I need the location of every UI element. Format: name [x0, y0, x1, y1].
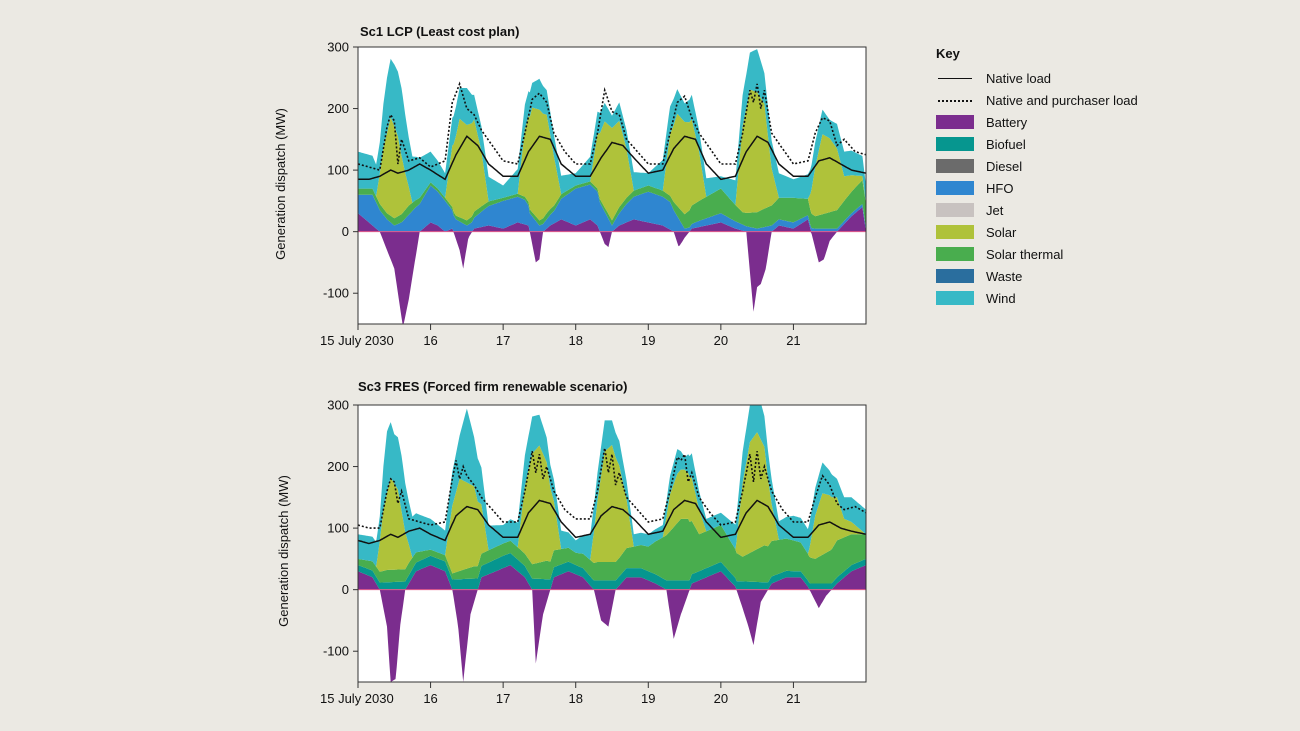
legend-swatch [936, 291, 974, 305]
area-solar-thermal [358, 180, 866, 229]
y-tick-label: 100 [327, 521, 349, 536]
legend-label: Solar thermal [986, 246, 1064, 262]
x-tick-label: 19 [641, 691, 655, 706]
chart-title: Sc1 LCP (Least cost plan) [360, 24, 519, 39]
legend-item-hfo: HFO [936, 177, 1196, 199]
legend-swatch [936, 247, 974, 261]
legend-items: Native load Native and purchaser load Batt… [936, 67, 1196, 309]
legend-swatch [936, 115, 974, 129]
legend-label: Native and purchaser load [986, 92, 1138, 108]
legend-item-solar-thermal: Solar thermal [936, 243, 1196, 265]
x-tick-label: 21 [786, 333, 800, 348]
y-tick-label: -100 [323, 644, 349, 659]
x-tick-label: 17 [496, 333, 510, 348]
legend-item-wind: Wind [936, 287, 1196, 309]
legend-label: Native load [986, 70, 1052, 86]
legend-swatch [936, 269, 974, 283]
legend-item-biofuel: Biofuel [936, 133, 1196, 155]
area-layers [358, 49, 866, 324]
area-battery [358, 565, 866, 682]
legend-item-waste: Waste [936, 265, 1196, 287]
plot-area: -100 0 100 200 300 15 July 2030 16 17 18 19 20 21 [320, 398, 867, 706]
x-tick-label: 17 [496, 691, 510, 706]
y-axis-label: Generation dispatch (MW) [276, 475, 291, 627]
legend-item-battery: Battery [936, 111, 1196, 133]
area-wind [358, 405, 866, 567]
x-tick-label: 21 [786, 691, 800, 706]
chart-panel-sc3-fres: Sc3 FRES (Forced firm renewable scenario… [276, 379, 867, 706]
legend-swatch [936, 93, 974, 107]
legend-label: Biofuel [986, 136, 1026, 152]
y-axis-label: Generation dispatch (MW) [273, 108, 288, 260]
area-biofuel [358, 553, 866, 590]
legend-label: Battery [986, 114, 1028, 130]
legend-label: Waste [986, 268, 1023, 284]
legend-item-solar: Solar [936, 221, 1196, 243]
legend-item-native-and-purchaser-load: Native and purchaser load [936, 89, 1196, 111]
area-solar-thermal [358, 518, 866, 584]
legend-swatch [936, 181, 974, 195]
chart-panel-sc1-lcp: Sc1 LCP (Least cost plan) Generation dis… [273, 24, 867, 348]
x-tick-label: 18 [568, 333, 582, 348]
plot-frame [357, 46, 867, 325]
line-native-load [358, 499, 866, 545]
legend-item-native-load: Native load [936, 67, 1196, 89]
y-tick-label: -100 [323, 286, 349, 301]
y-tick-label: 100 [327, 163, 349, 178]
legend-swatch [936, 71, 974, 85]
area-wind [358, 49, 866, 205]
x-tick-label: 15 July 2030 [320, 333, 394, 348]
y-tick-label: 300 [327, 40, 349, 55]
x-tick-label: 16 [423, 333, 437, 348]
legend-swatch [936, 137, 974, 151]
x-tick-label: 20 [714, 691, 728, 706]
legend-label: Wind [986, 290, 1016, 306]
y-tick-label: 200 [327, 101, 349, 116]
legend-label: Jet [986, 202, 1004, 218]
legend-swatch [936, 159, 974, 173]
plot-frame [357, 404, 867, 683]
x-tick-label: 20 [714, 333, 728, 348]
legend-label: Diesel [986, 158, 1023, 174]
y-tick-label: 0 [342, 582, 349, 597]
legend-title: Key [936, 46, 960, 61]
area-solar [358, 89, 866, 221]
x-tick-label: 18 [568, 691, 582, 706]
legend-item-diesel: Diesel [936, 155, 1196, 177]
y-tick-label: 0 [342, 224, 349, 239]
line-native-and-purchaser-load [358, 81, 866, 172]
area-solar [358, 432, 866, 574]
legend-swatch [936, 225, 974, 239]
legend: Key Native load Native and purchaser load… [936, 46, 1196, 309]
area-layers [358, 405, 866, 682]
area-hfo [358, 184, 866, 232]
chart-title: Sc3 FRES (Forced firm renewable scenario… [358, 379, 627, 394]
y-tick-label: 200 [327, 459, 349, 474]
area-battery [358, 207, 866, 324]
legend-label: Solar [986, 224, 1017, 240]
x-tick-label: 19 [641, 333, 655, 348]
x-tick-label: 16 [423, 691, 437, 706]
legend-swatch [936, 203, 974, 217]
plot-area: -100 0 100 200 300 15 July 2030 16 17 18 19 20 21 [320, 40, 867, 348]
y-tick-label: 300 [327, 398, 349, 413]
legend-item-jet: Jet [936, 199, 1196, 221]
x-tick-label: 15 July 2030 [320, 691, 394, 706]
legend-label: HFO [986, 180, 1014, 196]
line-native-load [358, 135, 866, 181]
